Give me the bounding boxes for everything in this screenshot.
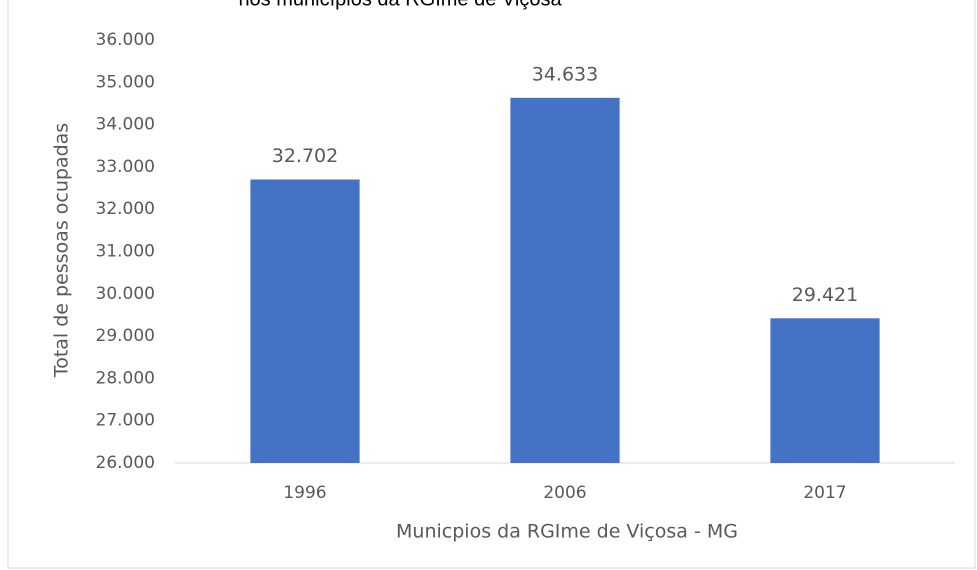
bar — [510, 97, 620, 463]
y-tick-label: 27.000 — [96, 411, 155, 431]
data-label: 32.702 — [272, 145, 338, 167]
y-tick-label: 31.000 — [96, 242, 155, 262]
y-tick-label: 34.000 — [96, 115, 155, 135]
chart-border — [7, 0, 976, 569]
y-tick-label: 36.000 — [96, 30, 155, 50]
y-tick-label: 33.000 — [96, 157, 155, 177]
y-tick-label: 35.000 — [96, 72, 155, 92]
x-tick-label: 1996 — [283, 483, 326, 503]
y-tick-label: 29.000 — [96, 326, 155, 346]
x-tick-label: 2006 — [543, 483, 586, 503]
y-tick-label: 26.000 — [96, 453, 155, 473]
x-axis-label: Municpios da RGIme de Viçosa - MG — [396, 521, 738, 543]
x-tick-label: 2017 — [803, 483, 846, 503]
chart-title: nos municípios da RGIme de Viçosa — [238, 0, 562, 10]
y-tick-label: 28.000 — [96, 368, 155, 388]
bar — [250, 179, 360, 463]
y-tick-label: 30.000 — [96, 284, 155, 304]
y-axis-label: Total de pessoas ocupadas — [51, 123, 73, 378]
data-label: 34.633 — [532, 63, 598, 85]
data-label: 29.421 — [792, 284, 858, 306]
bar — [770, 318, 880, 463]
y-tick-label: 32.000 — [96, 199, 155, 219]
